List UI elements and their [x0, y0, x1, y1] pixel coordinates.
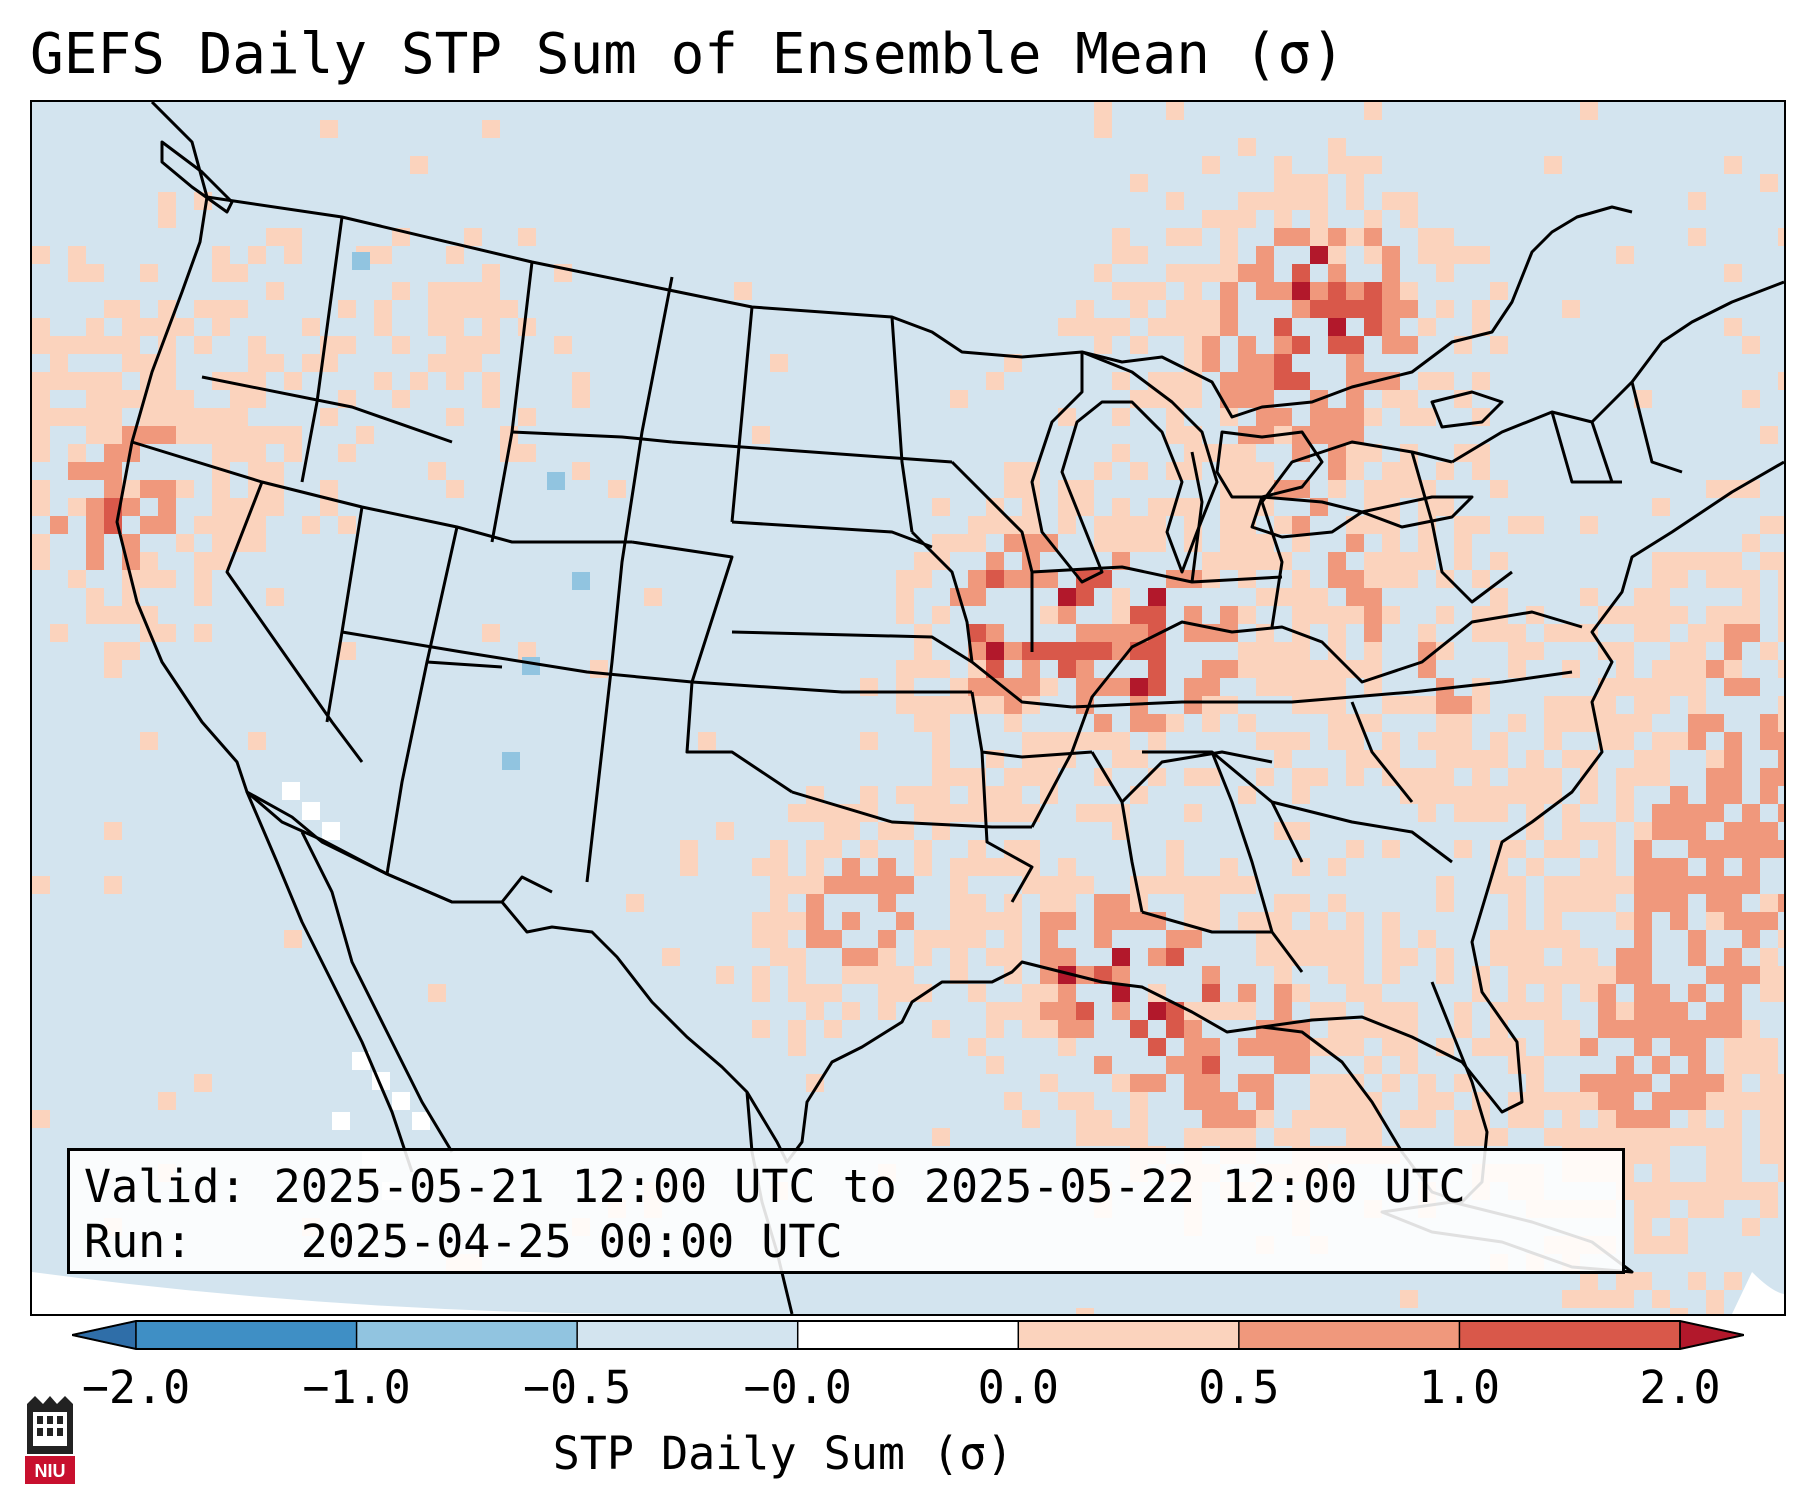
run-value: 2025-04-25 00:00 UTC: [300, 1215, 843, 1268]
colorbar-tick-label: 2.0: [1639, 1361, 1721, 1414]
colorbar-bin: [136, 1321, 358, 1349]
colorbar-bin: [1018, 1321, 1240, 1349]
stp-grid-cells: [32, 102, 1784, 1314]
projection-edge: [32, 1272, 632, 1314]
info-box: Valid: 2025-05-21 12:00 UTC to 2025-05-2…: [67, 1148, 1625, 1274]
colorbar-tick-label: −1.0: [302, 1361, 411, 1414]
colorbar-extend-max: [1679, 1320, 1744, 1350]
coastlines-and-borders: [115, 102, 1784, 1314]
map-canvas: [32, 102, 1784, 1314]
valid-label: Valid:: [84, 1160, 247, 1213]
valid-value: 2025-05-21 12:00 UTC to 2025-05-22 12:00…: [273, 1160, 1466, 1213]
colorbar-bin: [1238, 1321, 1460, 1349]
colorbar-bin: [797, 1321, 1019, 1349]
colorbar-bin: [356, 1321, 578, 1349]
colorbar-extend-min: [72, 1320, 137, 1350]
colorbar-tick-label: 1.0: [1418, 1361, 1501, 1414]
niu-logo: NIU: [25, 1396, 75, 1484]
map-panel: [30, 100, 1786, 1316]
niu-logo-text: NIU: [35, 1461, 66, 1481]
colorbar-tick-label: −0.5: [522, 1361, 632, 1414]
colorbar-label: STP Daily Sum (σ): [552, 1427, 1014, 1480]
colorbar-bin: [1459, 1321, 1681, 1349]
colorbar-tick-label: −2.0: [81, 1361, 191, 1414]
colorbar-tick-label: 0.0: [977, 1361, 1059, 1414]
colorbar: [72, 1320, 1744, 1350]
colorbar-tick-label: −0.0: [743, 1361, 852, 1414]
colorbar-tick-label: 0.5: [1198, 1361, 1280, 1414]
run-label: Run:: [84, 1215, 193, 1268]
map-title: GEFS Daily STP Sum of Ensemble Mean (σ): [30, 22, 1345, 87]
colorbar-bin: [577, 1321, 799, 1349]
niu-logo-badge: [25, 1456, 75, 1484]
